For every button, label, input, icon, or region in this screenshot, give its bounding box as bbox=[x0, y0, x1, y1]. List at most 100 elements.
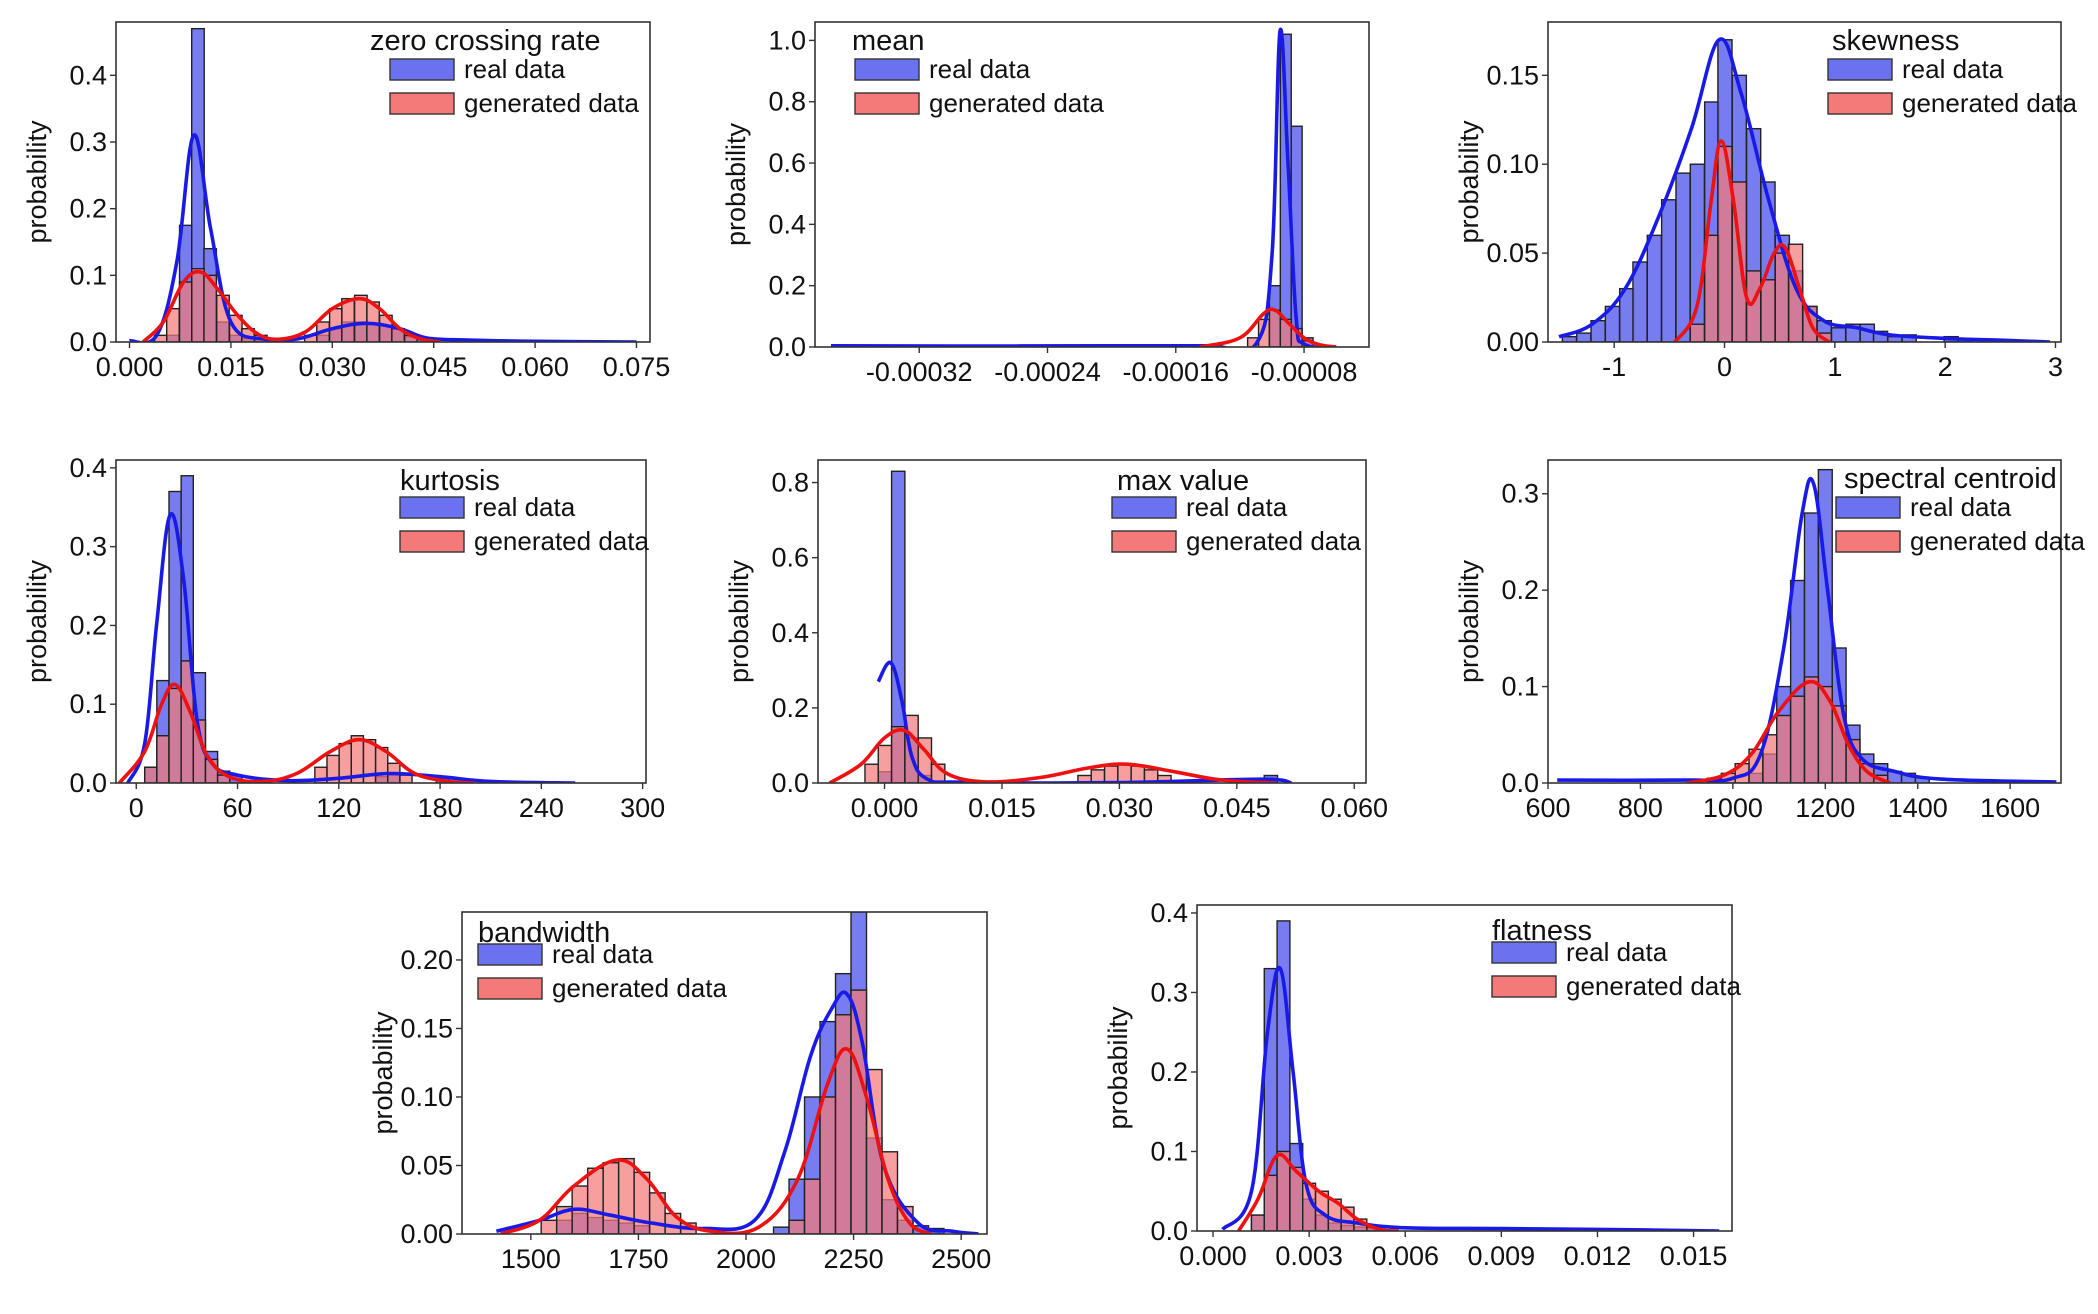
legend-swatch-generated bbox=[854, 92, 920, 115]
y-tick-label: 0.6 bbox=[771, 543, 809, 573]
plot-area bbox=[828, 470, 1292, 783]
generated-data-bar bbox=[890, 725, 906, 783]
x-tick-label: 1 bbox=[1827, 352, 1842, 382]
chart-panel: 1500 1750 2000 2250 2500 0.00 0.05 0.10 0.15 0.20… bbox=[368, 911, 991, 1274]
y-tick-label: 0.1 bbox=[1501, 672, 1539, 702]
x-tick-label: 0.030 bbox=[299, 352, 367, 382]
x-tick-label: 2500 bbox=[931, 1244, 991, 1274]
x-tick-label: 2000 bbox=[716, 1244, 776, 1274]
y-tick-label: 0.15 bbox=[400, 1013, 453, 1043]
legend-label-generated: generated data bbox=[552, 973, 727, 1003]
x-tick-label: 0.030 bbox=[1086, 793, 1154, 823]
plot-area bbox=[830, 27, 1337, 347]
chart-panel: 0 60 120 180 240 300 0.0 0.1 0.2 0.3 0.4 probabilit… bbox=[22, 453, 665, 823]
y-axis-label: probability bbox=[1454, 120, 1484, 244]
x-tick-label: 120 bbox=[316, 793, 361, 823]
generated-data-bar bbox=[1689, 323, 1706, 342]
y-axis-label: probability bbox=[22, 120, 52, 244]
generated-data-kde-line bbox=[500, 1047, 932, 1234]
legend-swatch-generated bbox=[1111, 530, 1177, 553]
x-tick-label: 180 bbox=[418, 793, 463, 823]
y-axis-label: probability bbox=[368, 1011, 398, 1135]
generated-data-bar bbox=[191, 267, 205, 342]
panel-title: skewness bbox=[1832, 25, 1959, 57]
panel-title: kurtosis bbox=[400, 465, 500, 497]
legend-label-generated: generated data bbox=[464, 88, 639, 118]
real-data-bar bbox=[1675, 172, 1691, 342]
x-tick-label: -1 bbox=[1602, 352, 1626, 382]
legend: real data generated data bbox=[1491, 937, 1741, 1001]
x-tick-label: 0.015 bbox=[968, 793, 1036, 823]
x-tick-label: 0.075 bbox=[603, 352, 671, 382]
x-tick-label: 3 bbox=[2048, 352, 2063, 382]
generated-data-kde-line bbox=[1673, 139, 1831, 342]
generated-data-bar bbox=[1117, 763, 1132, 783]
generated-data-kde-line bbox=[1686, 679, 1891, 783]
y-tick-label: 0.4 bbox=[69, 453, 107, 483]
chart-panel: 0.000 0.003 0.006 0.009 0.012 0.015 0.0 0.1 0.2 0… bbox=[1103, 898, 1741, 1271]
panel-title: mean bbox=[852, 25, 925, 57]
generated-data-bar bbox=[540, 1219, 558, 1234]
plot-frame bbox=[817, 459, 1367, 784]
real-data-bar bbox=[1575, 332, 1592, 342]
y-tick-label: 0.4 bbox=[69, 60, 107, 90]
generated-data-bar bbox=[803, 1178, 821, 1234]
legend-swatch-generated bbox=[389, 92, 455, 115]
x-tick-label: 0.045 bbox=[1203, 793, 1271, 823]
x-tick-label: -0.00024 bbox=[994, 357, 1101, 387]
real-data-kde-line bbox=[1558, 37, 2051, 342]
x-tick-label: 1500 bbox=[501, 1244, 561, 1274]
legend-swatch-generated bbox=[477, 977, 543, 1000]
real-data-kde-line bbox=[129, 133, 637, 342]
legend: real data generated data bbox=[399, 492, 649, 556]
y-tick-label: 0.15 bbox=[1486, 60, 1539, 90]
legend-swatch-real bbox=[399, 496, 465, 519]
y-tick-label: 0.2 bbox=[69, 194, 107, 224]
legend-swatch-real bbox=[1827, 58, 1893, 81]
chart-panel: 0.000 0.015 0.030 0.045 0.060 0.0 0.2 0.4 0.6 0.8… bbox=[724, 459, 1388, 823]
y-tick-label: 0.20 bbox=[400, 945, 453, 975]
x-tick-label: 0.000 bbox=[851, 793, 919, 823]
x-tick-label: 0.015 bbox=[197, 352, 265, 382]
y-tick-label: 0.4 bbox=[768, 209, 806, 239]
x-tick-label: -0.00016 bbox=[1122, 357, 1229, 387]
plot-frame bbox=[1547, 459, 2062, 784]
x-tick-label: 0.012 bbox=[1564, 1241, 1632, 1271]
y-axis-label: probability bbox=[1454, 559, 1484, 683]
legend-label-generated: generated data bbox=[474, 526, 649, 556]
real-data-bar bbox=[1660, 199, 1677, 342]
y-tick-label: 0.10 bbox=[400, 1082, 453, 1112]
y-tick-label: 0.6 bbox=[768, 148, 806, 178]
x-tick-label: 1400 bbox=[1888, 793, 1948, 823]
generated-data-bar bbox=[877, 744, 893, 783]
plot-frame bbox=[115, 21, 651, 343]
y-tick-label: 0.2 bbox=[69, 610, 107, 640]
x-tick-label: 2 bbox=[1938, 352, 1953, 382]
generated-data-bar bbox=[168, 687, 182, 783]
panel-title: max value bbox=[1117, 465, 1249, 497]
y-tick-label: 0.8 bbox=[768, 87, 806, 117]
real-data-kde-line bbox=[1557, 476, 2057, 783]
y-tick-label: 0.1 bbox=[69, 689, 107, 719]
plot-area bbox=[117, 475, 576, 783]
legend-label-real: real data bbox=[1910, 492, 2012, 522]
y-axis-label: probability bbox=[1103, 1006, 1133, 1130]
legend-label-real: real data bbox=[474, 492, 576, 522]
x-tick-label: 0.015 bbox=[1660, 1241, 1728, 1271]
x-tick-label: 0.000 bbox=[96, 352, 164, 382]
y-tick-label: 0.3 bbox=[69, 532, 107, 562]
generated-data-bar bbox=[1745, 270, 1762, 342]
plot-frame bbox=[1196, 904, 1733, 1232]
legend-swatch-generated bbox=[1827, 92, 1893, 115]
y-tick-label: 0.3 bbox=[69, 127, 107, 157]
legend-label-generated: generated data bbox=[1910, 526, 2085, 556]
y-tick-label: 0.2 bbox=[1501, 575, 1539, 605]
y-tick-label: 0.2 bbox=[768, 271, 806, 301]
real-data-kde-line bbox=[495, 990, 979, 1234]
plot-area bbox=[129, 27, 637, 342]
x-tick-label: 0.060 bbox=[1320, 793, 1388, 823]
y-tick-label: 0.0 bbox=[768, 332, 806, 362]
y-tick-label: 0.0 bbox=[1150, 1216, 1188, 1246]
generated-data-kde-line bbox=[1237, 1152, 1399, 1231]
